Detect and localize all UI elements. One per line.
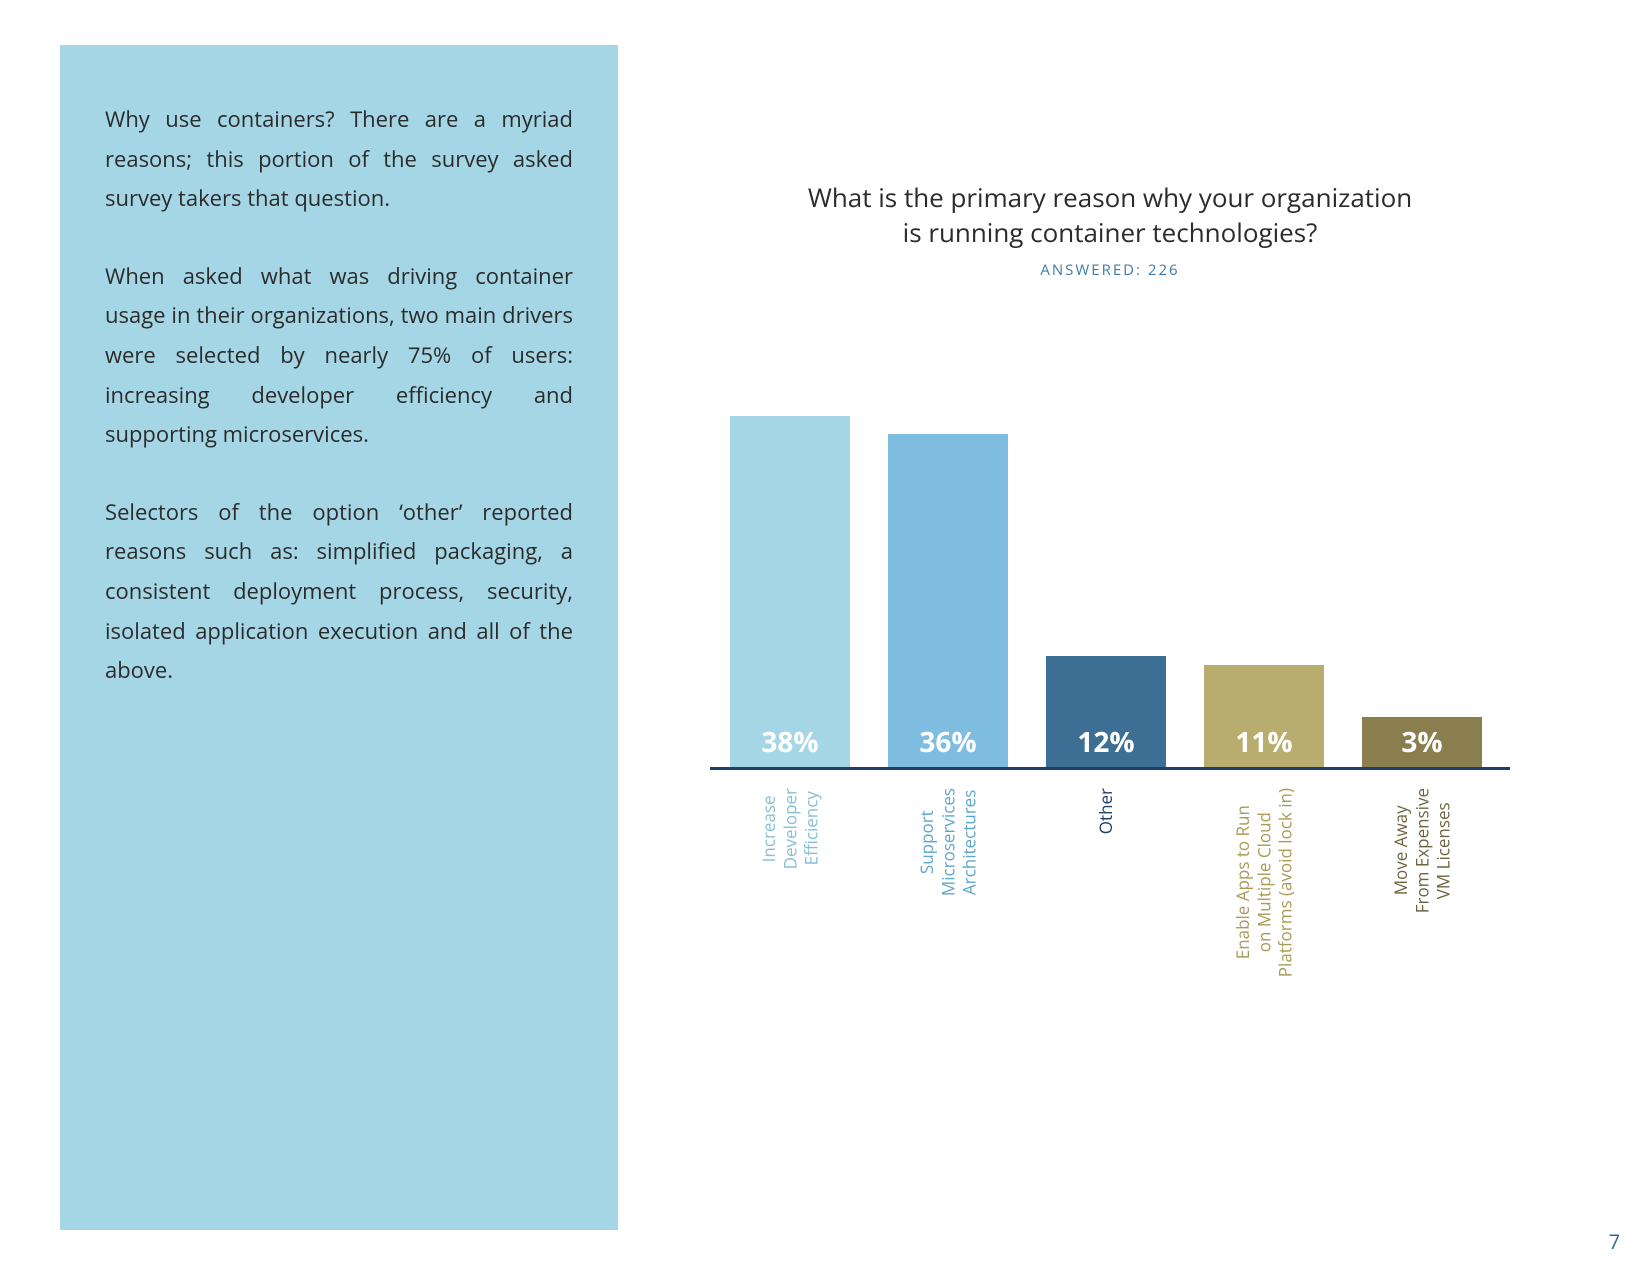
chart-title-line2: is running container technologies? [903, 214, 1318, 250]
chart-bar-value: 11% [1204, 723, 1324, 761]
sidebar-panel: Why use containers? There are a myriad r… [60, 45, 618, 1230]
chart-bar: 12% [1046, 656, 1166, 767]
sidebar-paragraph: Selectors of the option ‘other’ reported… [105, 493, 573, 691]
chart-plot-area: 38% 36% 12% 11% 3% [710, 340, 1510, 770]
chart-x-label: Support Microservices Architectures [888, 788, 1008, 896]
chart-x-label-text: Move Away From Expensive VM Licenses [1390, 788, 1454, 913]
chart-container: What is the primary reason why your orga… [700, 180, 1520, 988]
chart-x-label: Other [1046, 788, 1166, 834]
chart-x-label: Move Away From Expensive VM Licenses [1362, 788, 1482, 913]
chart-x-label: Increase Developer Efficiency [730, 788, 850, 869]
page-number: 7 [1609, 1228, 1620, 1255]
chart-x-label: Enable Apps to Run on Multiple Cloud Pla… [1204, 788, 1324, 977]
chart-bar-value: 12% [1046, 723, 1166, 761]
chart-title: What is the primary reason why your orga… [700, 180, 1520, 250]
chart-bar: 3% [1362, 717, 1482, 767]
chart-bar-value: 3% [1362, 723, 1482, 761]
chart-x-labels: Increase Developer Efficiency Support Mic… [710, 788, 1510, 988]
chart-bar-value: 36% [888, 723, 1008, 761]
chart-baseline [710, 767, 1510, 770]
sidebar-paragraph: When asked what was driving container us… [105, 257, 573, 455]
chart-bar: 11% [1204, 665, 1324, 767]
chart-bar-value: 38% [730, 723, 850, 761]
chart-title-line1: What is the primary reason why your orga… [808, 179, 1412, 215]
sidebar-paragraph: Why use containers? There are a myriad r… [105, 100, 573, 219]
chart-answered-count: ANSWERED: 226 [700, 260, 1520, 280]
chart-bar: 38% [730, 416, 850, 768]
chart-bar: 36% [888, 434, 1008, 767]
chart-x-label-text: Other [1095, 788, 1116, 834]
chart-x-label-text: Increase Developer Efficiency [758, 788, 822, 869]
chart-x-label-text: Enable Apps to Run on Multiple Cloud Pla… [1232, 788, 1296, 977]
chart-x-label-text: Support Microservices Architectures [916, 788, 980, 896]
